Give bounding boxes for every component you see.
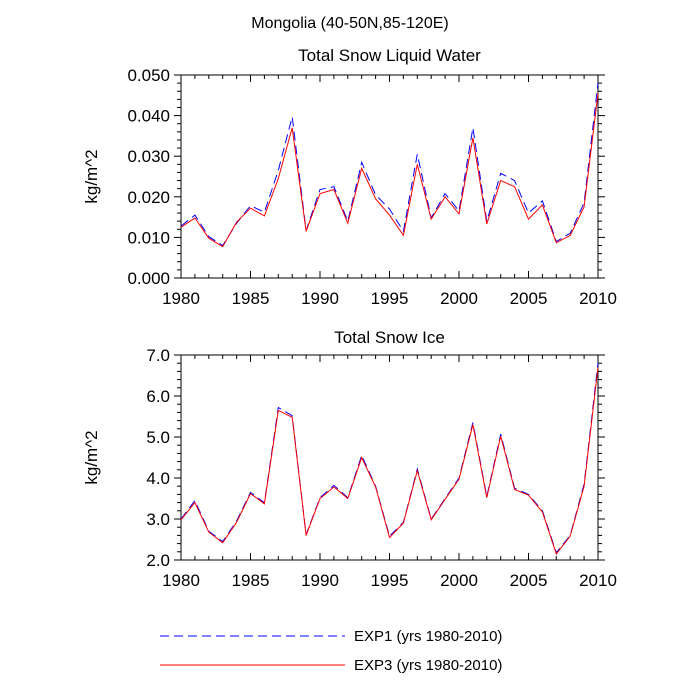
x-tick-label: 2005 bbox=[510, 289, 548, 308]
x-tick-label: 2010 bbox=[579, 289, 617, 308]
y-tick-label: 0.000 bbox=[127, 269, 170, 288]
y-axis-label: kg/m^2 bbox=[82, 430, 101, 484]
y-tick-label: 0.040 bbox=[127, 107, 170, 126]
x-tick-label: 1985 bbox=[232, 289, 270, 308]
x-tick-label: 2000 bbox=[440, 571, 478, 590]
series-line-exp3 bbox=[180, 93, 599, 248]
chart-panel-1: Total Snow Liquid Water 1980 1985 1990 1995 2… bbox=[82, 46, 617, 308]
x-tick-label: 1980 bbox=[162, 571, 200, 590]
chart-title: Total Snow Liquid Water bbox=[298, 46, 481, 65]
series-line-exp3 bbox=[180, 367, 599, 555]
chart-title: Total Snow Ice bbox=[334, 328, 445, 347]
y-tick-label: 0.020 bbox=[127, 188, 170, 207]
plot-frame bbox=[180, 354, 599, 561]
legend-label: EXP1 (yrs 1980-2010) bbox=[354, 628, 502, 645]
y-tick-label: 0.010 bbox=[127, 228, 170, 247]
y-tick-label: 3.0 bbox=[146, 510, 170, 529]
series-line-exp1 bbox=[180, 363, 599, 554]
y-tick-label: 2.0 bbox=[146, 551, 170, 570]
x-tick-label: 1980 bbox=[162, 289, 200, 308]
x-tick-label: 1990 bbox=[301, 289, 339, 308]
y-tick-label: 0.050 bbox=[127, 66, 170, 85]
x-tick-label: 1995 bbox=[371, 571, 409, 590]
legend-label: EXP3 (yrs 1980-2010) bbox=[354, 657, 502, 674]
x-tick-label: 1990 bbox=[301, 571, 339, 590]
y-tick-label: 0.030 bbox=[127, 147, 170, 166]
y-tick-label: 6.0 bbox=[146, 387, 170, 406]
y-tick-label: 7.0 bbox=[146, 346, 170, 365]
y-tick-label: 5.0 bbox=[146, 428, 170, 447]
x-tick-label: 2000 bbox=[440, 289, 478, 308]
y-tick-label: 4.0 bbox=[146, 469, 170, 488]
x-tick-label: 1985 bbox=[232, 571, 270, 590]
series-line-exp1 bbox=[180, 83, 599, 247]
legend: EXP1 (yrs 1980-2010) EXP3 (yrs 1980-2010) bbox=[160, 628, 502, 674]
chart-panels: Total Snow Liquid Water 1980 1985 1990 1995 2… bbox=[82, 46, 617, 590]
figure-title: Mongolia (40-50N,85-120E) bbox=[251, 15, 448, 32]
x-tick-label: 1995 bbox=[371, 289, 409, 308]
plot-frame bbox=[180, 74, 599, 279]
x-tick-label: 2010 bbox=[579, 571, 617, 590]
y-axis-label: kg/m^2 bbox=[82, 149, 101, 203]
x-tick-label: 2005 bbox=[510, 571, 548, 590]
chart-panel-2: Total Snow Ice 1980 1985 1990 1995 2000 2005 20… bbox=[82, 328, 617, 590]
